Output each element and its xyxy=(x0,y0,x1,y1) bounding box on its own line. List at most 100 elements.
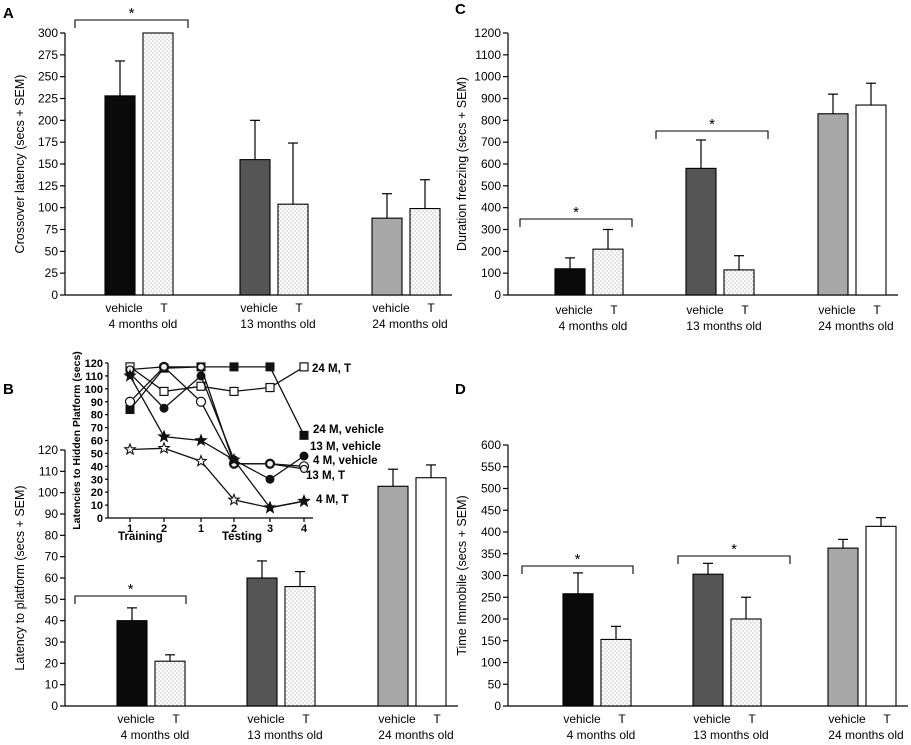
bar xyxy=(685,167,717,296)
bar xyxy=(730,618,762,707)
y-tick-label: 400 xyxy=(481,201,501,215)
inset-marker xyxy=(299,362,309,372)
bar-label: T xyxy=(172,712,180,726)
inset-series-label: 4 M, vehicle xyxy=(313,455,378,467)
bar xyxy=(415,477,447,707)
y-tick-label: 250 xyxy=(38,70,58,84)
bar xyxy=(855,104,887,296)
bar xyxy=(865,525,897,707)
y-tick-label: 500 xyxy=(481,179,501,193)
bar-label: vehicle xyxy=(818,303,856,317)
bar-label: vehicle xyxy=(555,303,593,317)
inset-y-tick-label: 40 xyxy=(91,461,103,473)
y-tick-label: 300 xyxy=(481,223,501,237)
inset-y-axis-title: Latencies to Hidden Platform (secs) xyxy=(71,351,83,530)
bar xyxy=(554,268,586,296)
significance-bracket xyxy=(521,565,634,574)
inset-series-label: 13 M, T xyxy=(306,470,345,482)
bar-label: vehicle xyxy=(563,712,601,726)
inset-marker xyxy=(265,474,275,484)
y-tick-label: 125 xyxy=(38,179,58,193)
inset-series-line xyxy=(129,366,305,470)
bar-label: vehicle xyxy=(105,301,143,315)
significance-marker: * xyxy=(709,116,715,133)
inset-x-tick-label: 3 xyxy=(267,523,273,535)
y-tick-label: 100 xyxy=(38,201,58,215)
bar xyxy=(371,217,403,296)
inset-series-label: 13 M, vehicle xyxy=(310,441,381,453)
y-axis-title: Latency to platform (secs + SEM) xyxy=(13,485,27,670)
inset-marker xyxy=(124,396,136,407)
inset-series-line xyxy=(129,447,305,509)
inset-marker xyxy=(265,362,275,372)
inset-marker xyxy=(229,362,239,372)
y-tick-label: 150 xyxy=(38,157,58,171)
inset-y-tick-label: 70 xyxy=(91,423,103,435)
y-tick-label: 100 xyxy=(481,266,501,280)
y-tick-label: 600 xyxy=(481,438,501,452)
inset-x-tick-label: 2 xyxy=(231,523,237,535)
y-tick-label: 900 xyxy=(481,92,501,106)
significance-marker: * xyxy=(573,204,579,221)
bar-label: T xyxy=(302,712,310,726)
inset-phase-label: Testing xyxy=(222,531,262,543)
y-axis-title: Crossover latency (secs + SEM) xyxy=(13,75,27,254)
bar xyxy=(154,660,186,707)
inset-marker xyxy=(265,382,275,393)
group-label: 13 months old xyxy=(686,319,761,333)
y-tick-label: 1100 xyxy=(475,48,501,62)
y-tick-label: 0 xyxy=(494,699,501,713)
group-label: 4 months old xyxy=(567,728,636,742)
y-tick-label: 175 xyxy=(38,135,58,149)
panel-letter: D xyxy=(455,381,466,398)
y-tick-label: 25 xyxy=(45,266,59,280)
inset-marker xyxy=(299,464,309,474)
y-tick-label: 10 xyxy=(45,678,59,692)
y-tick-label: 700 xyxy=(481,135,501,149)
bar-label: T xyxy=(748,712,756,726)
y-tick-label: 400 xyxy=(481,525,501,539)
y-tick-label: 275 xyxy=(38,48,58,62)
bar xyxy=(377,485,409,707)
panel-a: A 0 25 50 75 100 125 150 175 200 225 250 275 300 Cross… xyxy=(3,5,452,331)
bar-label: vehicle xyxy=(247,712,285,726)
bar-label: T xyxy=(433,712,441,726)
significance-marker: * xyxy=(731,541,737,558)
group-label: 13 months old xyxy=(240,317,315,331)
inset-marker xyxy=(297,494,311,507)
group-label: 13 months old xyxy=(693,728,768,742)
bar-label: vehicle xyxy=(372,301,410,315)
bar-label: T xyxy=(160,301,168,315)
inset-y-tick-label: 90 xyxy=(91,397,103,409)
inset-marker xyxy=(157,429,171,443)
y-tick-label: 110 xyxy=(39,464,58,478)
y-tick-label: 40 xyxy=(45,614,59,628)
y-tick-label: 20 xyxy=(45,656,59,670)
inset-series-line xyxy=(129,372,305,481)
y-tick-label: 800 xyxy=(481,113,501,127)
group-label: 24 months old xyxy=(818,319,893,333)
significance-marker: * xyxy=(575,551,581,568)
inset-series-line xyxy=(129,366,305,393)
y-tick-label: 0 xyxy=(51,288,58,302)
bar xyxy=(723,269,755,296)
inset-marker xyxy=(299,430,309,440)
inset-marker xyxy=(229,386,239,397)
inset-marker xyxy=(123,368,137,382)
bar xyxy=(562,593,594,707)
bar xyxy=(692,573,724,707)
significance-bracket xyxy=(655,130,769,139)
bar-label: T xyxy=(295,301,303,315)
bar xyxy=(142,32,174,296)
y-axis-title: Time Immobile (secs + SEM) xyxy=(455,495,469,655)
inset-series-label: 24 M, vehicle xyxy=(313,424,384,436)
bar-label: T xyxy=(741,303,749,317)
inset-marker xyxy=(159,362,169,371)
inset-y-tick-label: 100 xyxy=(85,384,103,396)
panel-d: D 0 50 100 150 200 250 300 350 400 450 500 550 600 Tim… xyxy=(455,381,908,742)
inset-series-line xyxy=(129,366,305,436)
y-tick-label: 0 xyxy=(51,699,58,713)
bar xyxy=(104,95,136,296)
y-tick-label: 75 xyxy=(45,223,59,237)
